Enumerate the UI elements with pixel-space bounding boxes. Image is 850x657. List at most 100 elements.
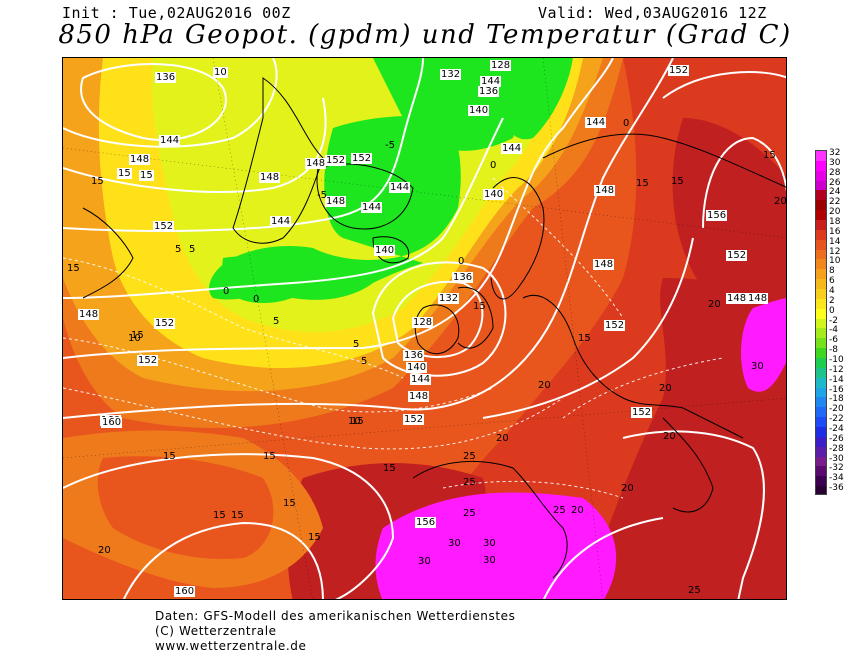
color-scale-label: 18: [829, 217, 841, 227]
geopotential-label: 152: [325, 155, 347, 166]
geopotential-label: 144: [480, 76, 502, 87]
color-scale-label: 32: [829, 148, 841, 158]
color-scale-swatch: [816, 249, 826, 260]
color-scale-swatch: [816, 377, 826, 389]
temperature-label: 15: [283, 498, 296, 509]
color-scale-label: 30: [829, 157, 841, 168]
geopotential-label: 152: [351, 153, 373, 164]
footer-copyright: (C) Wetterzentrale: [155, 624, 277, 638]
color-scale-swatch: [816, 407, 826, 418]
geopotential-label: 160: [101, 417, 123, 428]
geopotential-label: 148: [325, 196, 347, 207]
geopotential-label: 148: [78, 309, 100, 320]
color-scale-swatch: [816, 466, 826, 477]
geopotential-label: 136: [155, 72, 177, 83]
temperature-label: 15: [763, 150, 776, 161]
color-scale-swatch: [816, 170, 826, 182]
geopotential-label: 128: [490, 60, 512, 71]
color-scale-label: 0: [829, 305, 835, 316]
color-scale-label: 16: [829, 226, 841, 237]
color-scale-swatch: [816, 289, 826, 300]
temperature-label: 15: [231, 510, 244, 521]
color-scale-label: 24: [829, 187, 841, 198]
geopotential-label: 148: [408, 391, 430, 402]
color-scale-label: 20: [829, 207, 841, 218]
color-scale-label: -32: [829, 463, 844, 474]
geopotential-label: 136: [452, 272, 474, 283]
geopotential-label: 156: [415, 517, 437, 528]
geopotential-label: 144: [270, 216, 292, 227]
color-scale-swatch: [816, 446, 826, 458]
temperature-label: 15: [91, 176, 104, 187]
temperature-label: 20: [571, 505, 584, 516]
geopotential-label: 152: [726, 250, 748, 261]
geopotential-label: 132: [440, 69, 462, 80]
color-scale-swatch: [816, 160, 826, 172]
color-scale-label: 6: [829, 276, 835, 287]
temperature-label: 5: [175, 244, 182, 255]
color-scale-label: -4: [829, 325, 838, 336]
temperature-label: 25: [553, 505, 566, 516]
temperature-label: 20: [659, 383, 672, 394]
color-scale-label: -20: [829, 404, 844, 415]
temperature-label: 0: [223, 286, 230, 297]
geopotential-label: 148: [593, 259, 615, 270]
temperature-label: 5: [361, 356, 368, 367]
geopotential-label: 136: [478, 86, 500, 97]
color-scale-swatch: [816, 367, 826, 379]
temperature-label: 5: [273, 316, 280, 327]
color-scale-swatch: [816, 318, 826, 329]
temperature-label: 10: [348, 416, 361, 427]
color-scale-swatch: [816, 298, 826, 310]
temperature-label: 10: [128, 333, 141, 344]
color-scale-swatch: [816, 210, 826, 221]
color-scale-label: -14: [829, 374, 844, 385]
color-scale-label: 26: [829, 177, 841, 188]
temperature-label: 25: [463, 451, 476, 462]
temperature-label: 20: [708, 299, 721, 310]
temperature-label: 15: [308, 532, 321, 543]
color-scale-label: 12: [829, 246, 841, 257]
geopotential-label: 152: [631, 407, 653, 418]
geopotential-label: 144: [501, 143, 523, 154]
color-scale-label: 8: [829, 266, 835, 277]
temperature-label: 15: [117, 168, 132, 179]
temperature-label: 10: [213, 67, 228, 78]
temperature-label: 15: [67, 263, 80, 274]
footer: Daten: GFS-Modell des amerikanischen Wet…: [155, 609, 516, 654]
temperature-label: 0: [623, 118, 630, 129]
color-scale-label: -36: [829, 483, 844, 494]
color-scale-swatch: [816, 308, 826, 320]
footer-data-source: Daten: GFS-Modell des amerikanischen Wet…: [155, 609, 516, 623]
geopotential-label: 148: [259, 172, 281, 183]
geopotential-label: 152: [403, 414, 425, 425]
geopotential-label: 148: [129, 154, 151, 165]
color-scale-swatch: [816, 259, 826, 270]
color-scale-bar: [815, 150, 827, 495]
color-scale-swatch: [816, 417, 826, 428]
color-scale-swatch: [816, 486, 826, 494]
geopotential-label: 152: [604, 320, 626, 331]
footer-website: www.wetterzentrale.de: [155, 639, 307, 653]
temperature-label: 25: [463, 508, 476, 519]
init-time: Init : Tue,02AUG2016 00Z: [62, 4, 291, 22]
geopotential-label: 148: [747, 293, 769, 304]
geopotential-label: 144: [389, 182, 411, 193]
temperature-label: 15: [131, 330, 144, 341]
temperature-label: 5: [189, 244, 196, 255]
geopotential-label: 156: [706, 210, 728, 221]
temperature-label: 20: [538, 380, 551, 391]
color-scale-label: -24: [829, 424, 844, 434]
geopotential-label: 148: [594, 185, 616, 196]
color-scale-label: 10: [829, 256, 841, 267]
temperature-label: 25: [688, 585, 701, 596]
temperature-label: 15: [213, 510, 226, 521]
geopotential-label: 144: [361, 202, 383, 213]
color-scale-label: -16: [829, 384, 844, 395]
color-scale-swatch: [816, 427, 826, 438]
color-scale-label: 2: [829, 295, 835, 306]
temperature-label: 15: [139, 170, 154, 181]
color-scale-label: 22: [829, 197, 841, 208]
temperature-label: 15: [473, 301, 486, 312]
temperature-label: 30: [448, 538, 461, 549]
